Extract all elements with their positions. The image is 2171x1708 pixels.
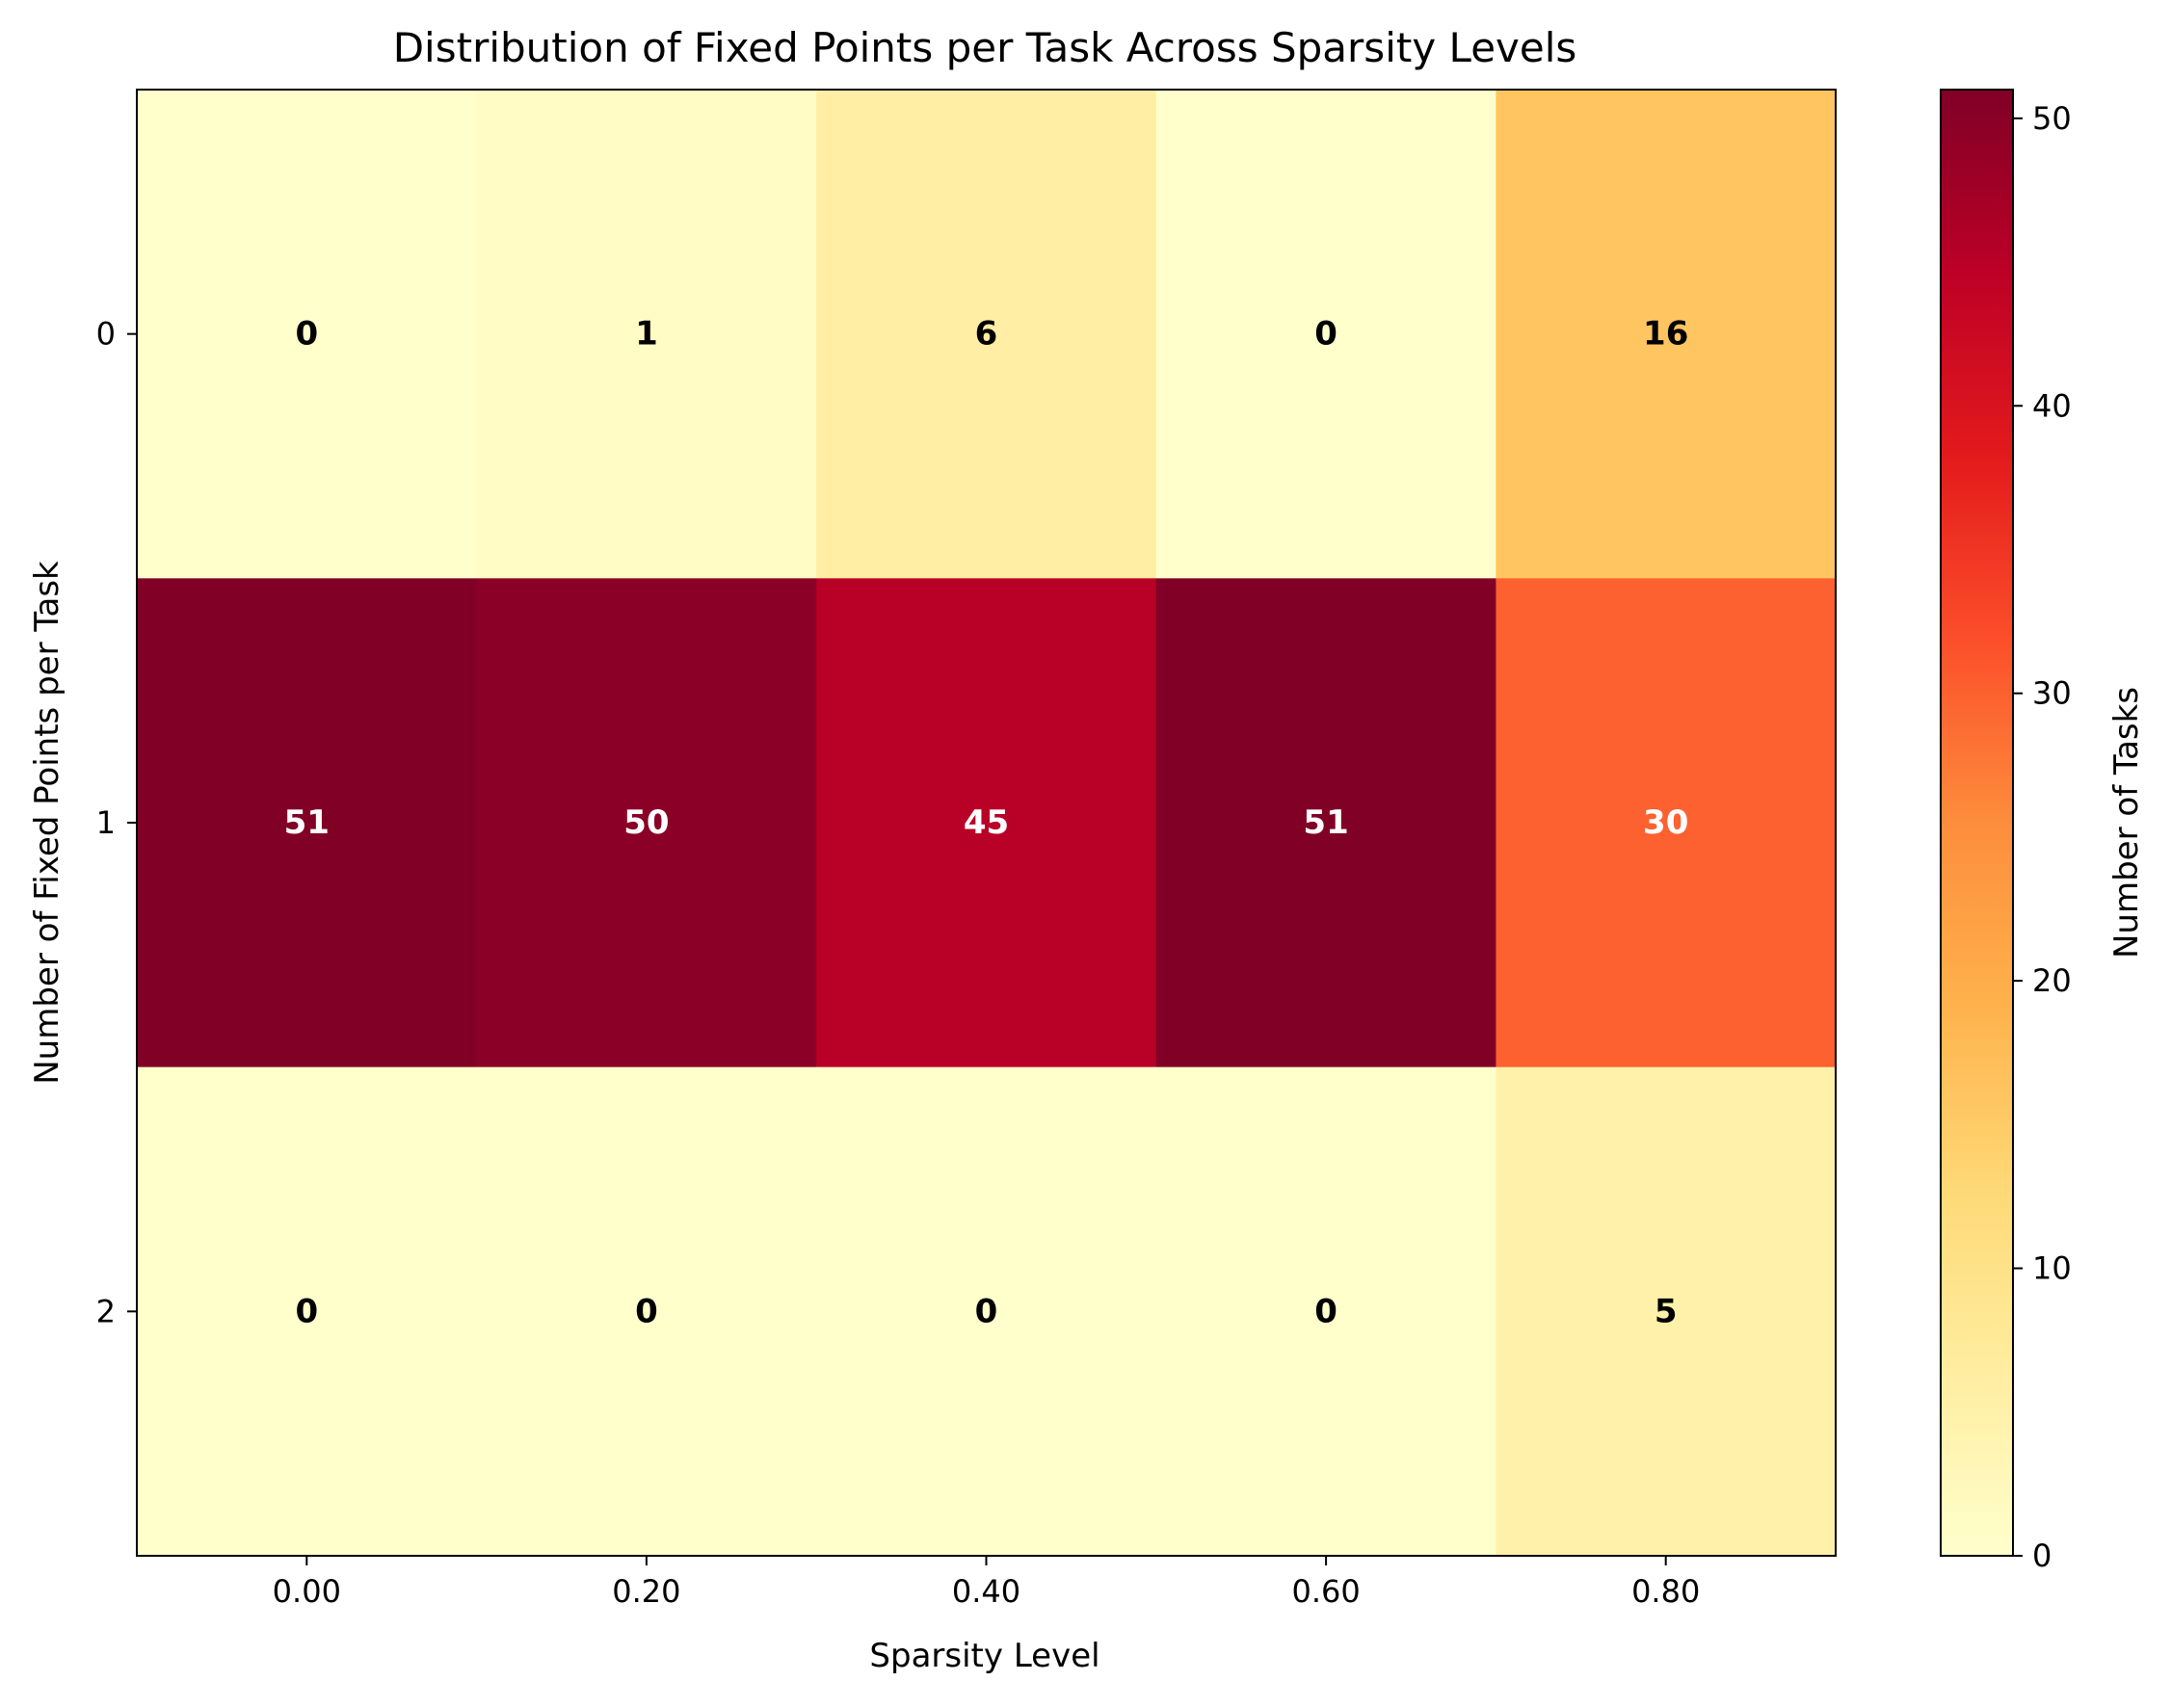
y-tick-label: 1 <box>96 804 116 841</box>
chart-title: Distribution of Fixed Points per Task Ac… <box>393 24 1577 71</box>
heatmap-cell <box>1155 578 1496 1068</box>
y-tick-label: 0 <box>96 316 116 353</box>
cell-value-label: 30 <box>1643 803 1688 842</box>
colorbar-tick-label: 50 <box>2032 100 2072 137</box>
x-tick-label: 0.40 <box>952 1573 1020 1610</box>
cell-value-label: 6 <box>975 315 998 354</box>
heatmap-cell <box>816 1066 1157 1557</box>
x-tick-label: 0.60 <box>1291 1573 1360 1610</box>
cell-value-label: 50 <box>623 803 669 842</box>
y-axis-title: Number of Fixed Points per Task <box>28 561 66 1085</box>
heatmap-cell <box>476 1066 817 1557</box>
cell-value-label: 51 <box>284 803 330 842</box>
colorbar-tick-label: 0 <box>2032 1537 2052 1574</box>
heatmap-cell <box>1155 90 1496 579</box>
heatmap-cell <box>816 578 1157 1068</box>
heatmap-cell <box>1155 1066 1496 1557</box>
cell-value-label: 0 <box>1314 315 1337 354</box>
heatmap-cell <box>1496 1066 1837 1557</box>
colorbar: 0 10 20 30 40 50 Number of Tasks <box>1940 89 2146 1574</box>
colorbar-tick-label: 40 <box>2032 387 2072 424</box>
cell-value-label: 5 <box>1655 1292 1678 1330</box>
colorbar-gradient <box>1940 89 2014 1557</box>
x-tick-label: 0.00 <box>273 1573 341 1610</box>
heatmap-cell <box>137 578 478 1068</box>
heatmap-cell <box>1496 578 1837 1068</box>
cell-value-label: 1 <box>635 315 658 354</box>
heatmap-cell <box>816 90 1157 579</box>
x-tick-label: 0.20 <box>612 1573 680 1610</box>
heatmap-cell <box>476 578 817 1068</box>
colorbar-tick-label: 30 <box>2032 675 2072 712</box>
cell-value-label: 0 <box>295 315 318 354</box>
colorbar-ticks: 0 10 20 30 40 50 <box>2013 100 2072 1574</box>
cell-value-label: 16 <box>1643 315 1688 354</box>
heatmap-cell <box>137 90 478 579</box>
colorbar-tick-label: 20 <box>2032 962 2072 999</box>
cell-value-label: 0 <box>635 1292 658 1330</box>
heatmap-cell <box>1496 90 1837 579</box>
cell-value-label: 0 <box>975 1292 998 1330</box>
x-axis-title: Sparsity Level <box>869 1637 1099 1675</box>
cell-value-label: 0 <box>1314 1292 1337 1330</box>
x-tick-label: 0.80 <box>1631 1573 1700 1610</box>
cell-value-label: 51 <box>1303 803 1348 842</box>
heatmap-cell <box>476 90 817 579</box>
colorbar-tick-label: 10 <box>2032 1250 2072 1287</box>
cell-value-label: 0 <box>295 1292 318 1330</box>
y-tick-label: 2 <box>96 1293 116 1329</box>
y-axis: 0 1 2 <box>96 316 137 1329</box>
x-axis: 0.00 0.20 0.40 0.60 0.80 <box>273 1556 1700 1610</box>
heatmap-cell <box>137 1066 478 1557</box>
cell-value-label: 45 <box>964 803 1009 842</box>
heatmap-cells <box>137 90 1837 1557</box>
colorbar-title: Number of Tasks <box>2107 687 2146 959</box>
